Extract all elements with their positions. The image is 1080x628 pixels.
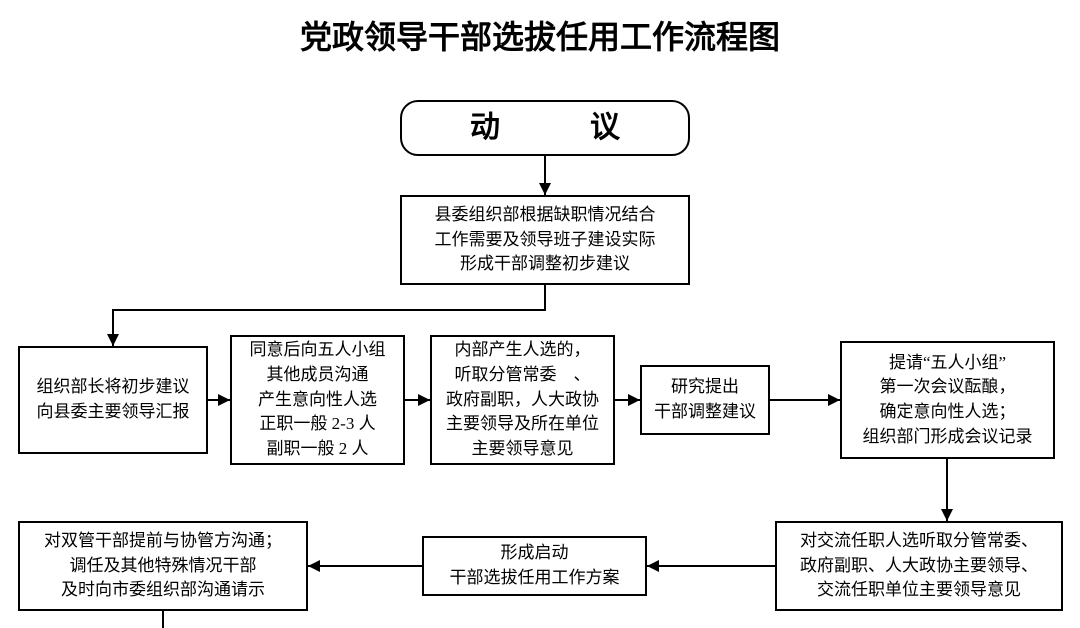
node-step-2-label: 组织部长将初步建议向县委主要领导汇报 <box>37 375 190 424</box>
node-step-1: 县委组织部根据缺职情况结合工作需要及领导班子建设实际形成干部调整初步建议 <box>400 195 690 285</box>
node-step-9-label: 对双管干部提前与协管方沟通；调任及其他特殊情况干部及时向市委组织部沟通请示 <box>44 529 282 603</box>
node-start-label: 动 议 <box>470 106 620 150</box>
node-step-4-label: 内部产生人选的，听取分管常委 、政府副职，人大政协主要领导及所在单位主要领导意见 <box>446 338 599 461</box>
node-step-5-label: 研究提出干部调整建议 <box>654 375 756 424</box>
node-step-4: 内部产生人选的，听取分管常委 、政府副职，人大政协主要领导及所在单位主要领导意见 <box>430 335 615 465</box>
node-step-3-label: 同意后向五人小组其他成员沟通产生意向性人选正职一般 2-3 人副职一般 2 人 <box>250 338 386 461</box>
node-step-6-label: 提请“五人小组”第一次会议酝酿，确定意向性人选；组织部门形成会议记录 <box>863 351 1033 450</box>
node-step-7-label: 对交流任职人选听取分管常委、政府副职、人大政协主要领导、交流任职单位主要领导意见 <box>800 529 1038 603</box>
node-step-8: 形成启动干部选拔任用工作方案 <box>422 536 647 596</box>
node-step-3: 同意后向五人小组其他成员沟通产生意向性人选正职一般 2-3 人副职一般 2 人 <box>230 335 405 465</box>
node-start: 动 议 <box>400 100 690 156</box>
node-step-1-label: 县委组织部根据缺职情况结合工作需要及领导班子建设实际形成干部调整初步建议 <box>435 203 656 277</box>
node-step-8-label: 形成启动干部选拔任用工作方案 <box>450 541 620 590</box>
node-step-7: 对交流任职人选听取分管常委、政府副职、人大政协主要领导、交流任职单位主要领导意见 <box>775 521 1063 611</box>
node-step-6: 提请“五人小组”第一次会议酝酿，确定意向性人选；组织部门形成会议记录 <box>840 341 1055 459</box>
node-step-9: 对双管干部提前与协管方沟通；调任及其他特殊情况干部及时向市委组织部沟通请示 <box>18 521 308 611</box>
node-step-2: 组织部长将初步建议向县委主要领导汇报 <box>18 346 208 454</box>
page-title: 党政领导干部选拔任用工作流程图 <box>0 12 1080 58</box>
node-step-5: 研究提出干部调整建议 <box>640 365 770 435</box>
flowchart-canvas: 党政领导干部选拔任用工作流程图 动 议 县委组织部根据缺职情况结合工作需要及领导… <box>0 0 1080 628</box>
